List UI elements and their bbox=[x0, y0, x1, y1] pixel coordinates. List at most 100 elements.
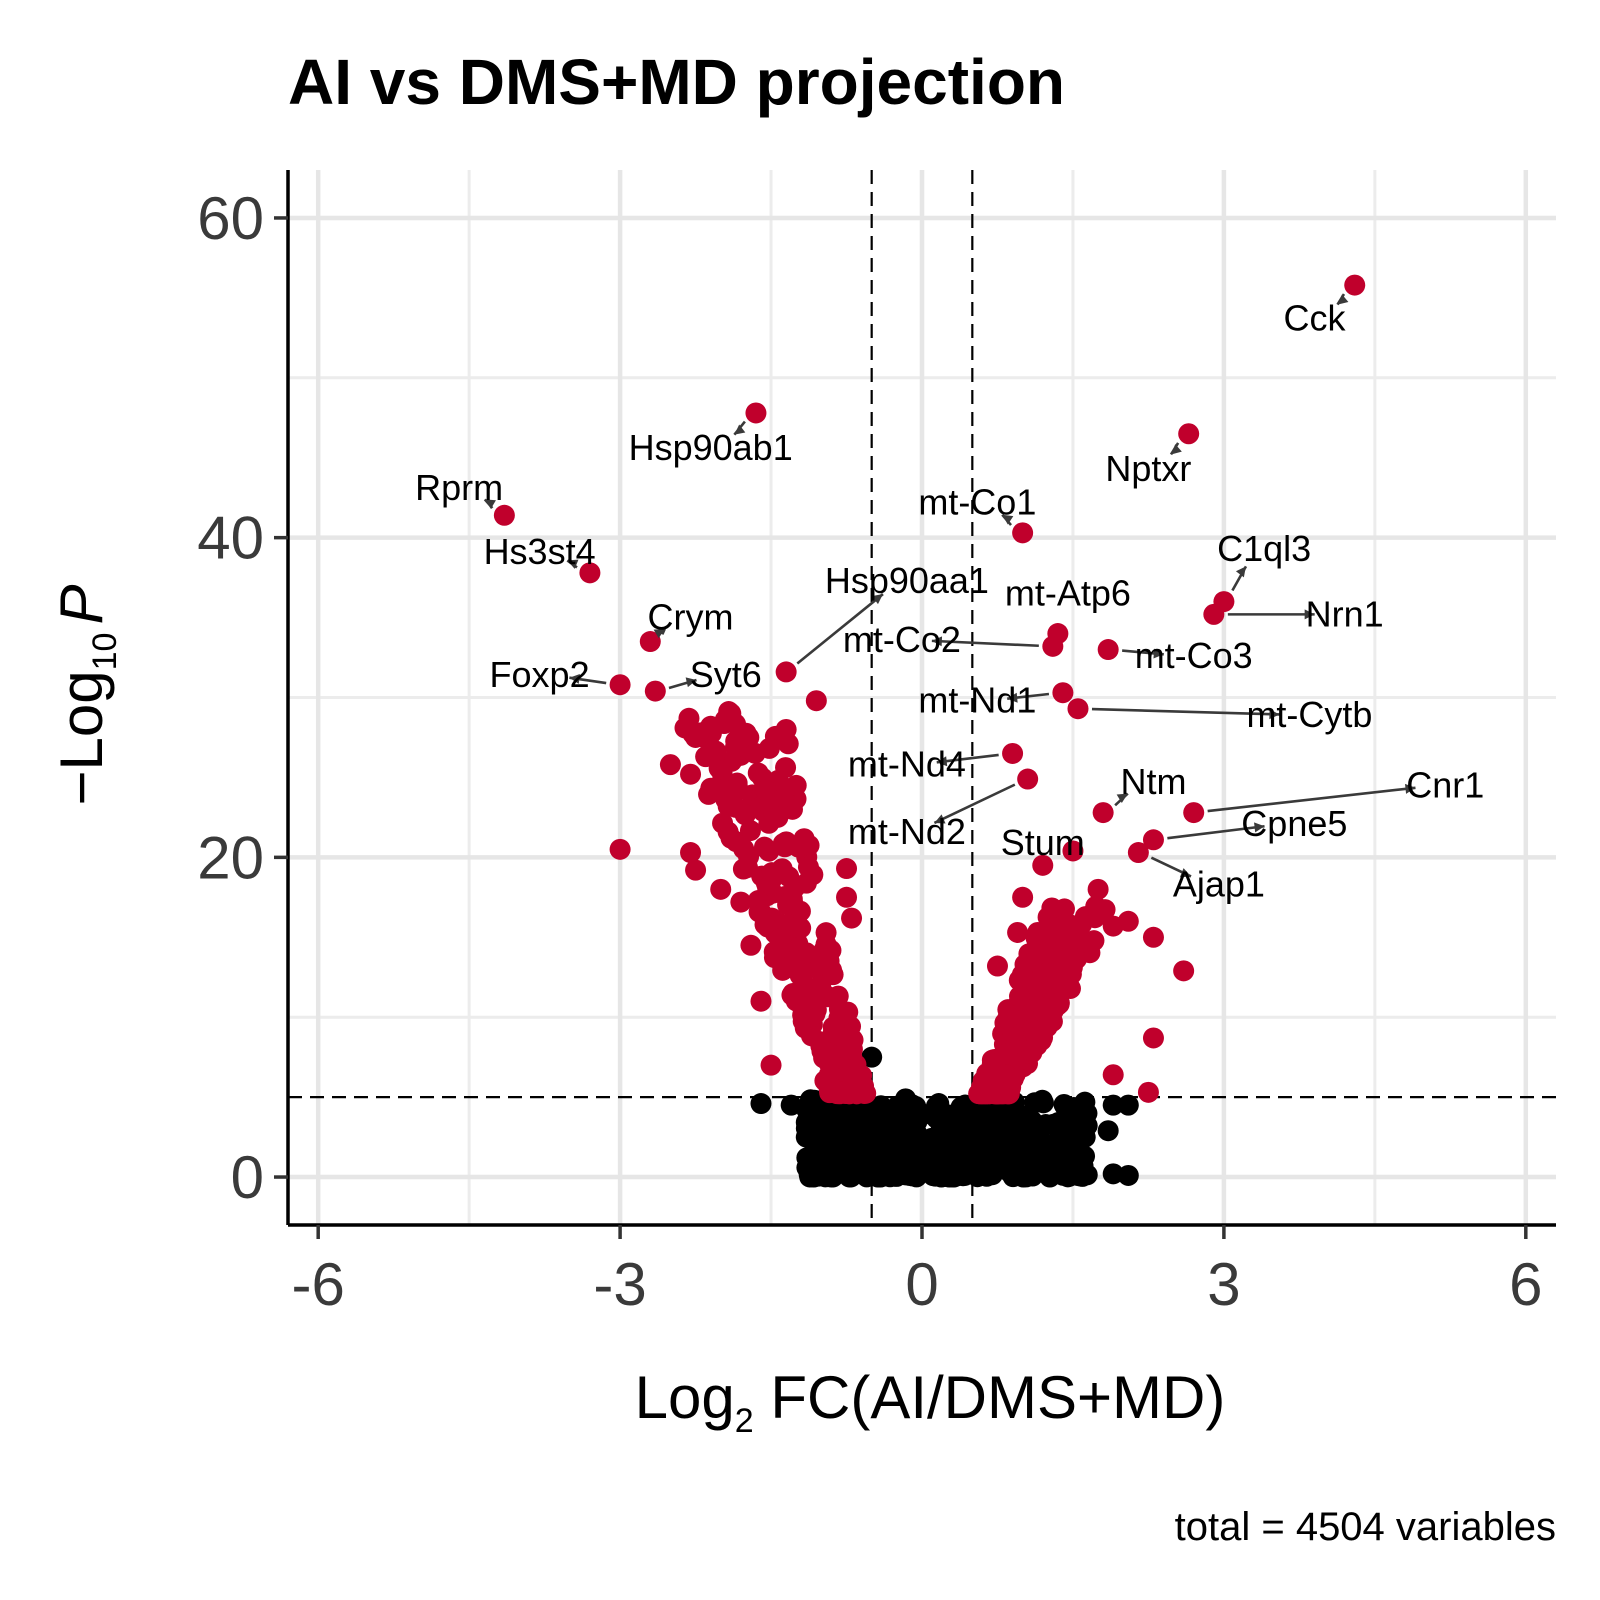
y-axis-title-prefix: −Log bbox=[48, 670, 115, 805]
significant-point bbox=[700, 715, 722, 737]
significant-point bbox=[775, 718, 797, 740]
non-significant-point bbox=[1000, 1118, 1022, 1140]
gene-label-Cck: Cck bbox=[1283, 298, 1346, 339]
connector-arrowhead-mt-Nd2 bbox=[934, 814, 946, 824]
connector-arrowhead-Crym bbox=[653, 628, 665, 639]
significant-point bbox=[710, 878, 732, 900]
significant-point bbox=[705, 778, 727, 800]
gene-point-Crym bbox=[639, 631, 661, 653]
y-axis-title: −Log10 P bbox=[48, 584, 124, 805]
significant-point bbox=[1035, 942, 1057, 964]
cutoff-lines bbox=[288, 170, 1556, 1225]
significant-point bbox=[781, 984, 803, 1006]
significant-point bbox=[740, 934, 762, 956]
x-tick-label: 6 bbox=[1509, 1251, 1542, 1318]
connector-arrowhead-Rprm bbox=[484, 499, 496, 509]
significant-point bbox=[720, 702, 742, 724]
significant-point bbox=[1102, 915, 1124, 937]
significant-point bbox=[1041, 897, 1063, 919]
gene-label-Nrn1: Nrn1 bbox=[1306, 593, 1384, 634]
gene-label-Stum: Stum bbox=[1001, 822, 1085, 863]
significant-point bbox=[1173, 960, 1195, 982]
gene-label-mt-Nd2: mt-Nd2 bbox=[848, 811, 966, 852]
significant-point bbox=[609, 838, 631, 860]
significant-point bbox=[853, 1080, 875, 1102]
chart-title: AI vs DMS+MD projection bbox=[288, 46, 1065, 118]
non-significant-point bbox=[1102, 1163, 1124, 1185]
significant-point bbox=[777, 894, 799, 916]
connector-arrowhead-Ajap1 bbox=[1179, 868, 1191, 878]
gene-point-Foxp2 bbox=[609, 674, 631, 696]
significant-point bbox=[1066, 948, 1088, 970]
significant-point bbox=[747, 890, 769, 912]
significant-point bbox=[790, 917, 812, 939]
significant-point bbox=[1142, 926, 1164, 948]
significant-point bbox=[726, 776, 748, 798]
x-axis-title-rest: FC(AI/DMS+MD) bbox=[754, 1364, 1226, 1431]
gene-point-Ajap1 bbox=[1127, 842, 1149, 864]
connector-Cnr1 bbox=[1207, 786, 1416, 813]
significant-point bbox=[975, 1083, 997, 1105]
x-tick-label: 3 bbox=[1207, 1251, 1240, 1318]
gene-point-Cnr1 bbox=[1183, 802, 1205, 824]
gene-point-Hsp90ab1 bbox=[745, 402, 767, 424]
non-significant-point bbox=[961, 1102, 983, 1124]
y-tick-label: 40 bbox=[197, 505, 264, 572]
connector-mt-Nd2 bbox=[933, 783, 1016, 825]
connector-arrowhead-Cpne5 bbox=[1254, 822, 1265, 833]
non-significant-point bbox=[922, 1104, 944, 1126]
non-significant-point bbox=[1097, 1120, 1119, 1142]
non-significant-point bbox=[944, 1165, 966, 1187]
connector-arrowhead-mt-Nd4 bbox=[936, 756, 948, 767]
label-connectors bbox=[483, 293, 1416, 878]
significant-point bbox=[754, 914, 776, 936]
gene-label-C1ql3: C1ql3 bbox=[1217, 528, 1311, 569]
x-axis-title-main: Log bbox=[635, 1364, 735, 1431]
significant-point bbox=[758, 840, 780, 862]
connector-arrowhead-Hsp90ab1 bbox=[734, 424, 746, 435]
significant-point bbox=[841, 907, 863, 929]
gene-point-Syt6 bbox=[644, 680, 666, 702]
significant-point bbox=[836, 886, 858, 908]
connector-mt-Nd4 bbox=[936, 753, 999, 764]
non-significant-point bbox=[939, 1132, 961, 1154]
significant-point bbox=[680, 763, 702, 785]
non-significant-point bbox=[863, 1131, 885, 1153]
significant-point bbox=[1142, 1027, 1164, 1049]
gene-label-Rprm: Rprm bbox=[415, 467, 503, 508]
significant-point bbox=[1094, 899, 1116, 921]
connector-mt-Co2 bbox=[931, 639, 1039, 648]
non-significant-point bbox=[1004, 1135, 1026, 1157]
significant-point bbox=[685, 859, 707, 881]
gene-point-mt-Nd1 bbox=[1052, 682, 1074, 704]
x-tick-label: -3 bbox=[593, 1251, 646, 1318]
gene-point-Cpne5 bbox=[1142, 829, 1164, 851]
non-significant-point bbox=[840, 1166, 862, 1188]
significant-point bbox=[1071, 913, 1093, 935]
x-axis-title-subscript: 2 bbox=[735, 1402, 754, 1440]
significant-point bbox=[997, 1008, 1019, 1030]
connector-arrowhead-mt-Co1 bbox=[1002, 514, 1014, 525]
gene-point-mt-Co2 bbox=[1042, 635, 1064, 657]
non-significant-point bbox=[1072, 1155, 1094, 1177]
significant-point bbox=[762, 864, 784, 886]
gene-label-mt-Co3: mt-Co3 bbox=[1135, 635, 1253, 676]
connector-arrowhead-Hs3st4 bbox=[567, 559, 579, 569]
gene-point-Hs3st4 bbox=[579, 562, 601, 584]
significant-point bbox=[842, 1063, 864, 1085]
gene-label-Crym: Crym bbox=[648, 597, 734, 638]
significant-point bbox=[984, 1053, 1006, 1075]
significant-point bbox=[1102, 1064, 1124, 1086]
connector-arrowhead-Syt6 bbox=[685, 677, 697, 688]
significant-point bbox=[774, 836, 796, 858]
connector-arrowhead-Nptxr bbox=[1171, 444, 1182, 455]
non-significant-point bbox=[1031, 1089, 1053, 1111]
non-significant-point bbox=[904, 1102, 926, 1124]
non-significant-point bbox=[750, 1093, 772, 1115]
significant-point bbox=[836, 858, 858, 880]
gene-point-mt-Co3 bbox=[1097, 639, 1119, 661]
gene-point-Nrn1 bbox=[1203, 603, 1225, 625]
significant-point bbox=[725, 796, 747, 818]
